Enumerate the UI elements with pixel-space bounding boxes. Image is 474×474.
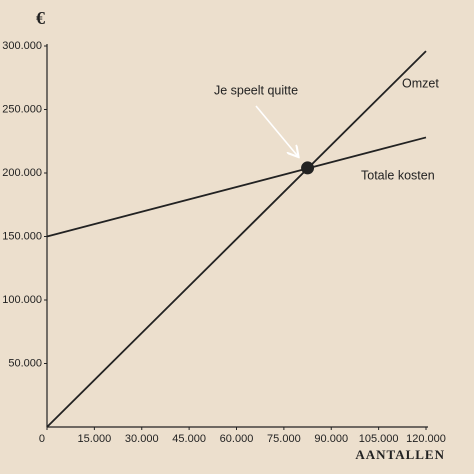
x-tick-label: 75.000 [267, 433, 301, 445]
series-label: Omzet [402, 76, 439, 90]
y-tick-label: 150.000 [2, 230, 42, 242]
x-tick-label: 15.000 [78, 433, 112, 445]
y-tick-label: 200.000 [2, 167, 42, 179]
series-line [46, 136, 427, 238]
y-tick-label: 250.000 [2, 103, 42, 115]
x-tick-label: 0 [39, 433, 45, 445]
y-axis-label: € [36, 8, 45, 28]
annotation-text: Je speelt quitte [214, 83, 298, 97]
x-axis-label: AANTALLEN [355, 447, 445, 462]
x-tick-label: 60.000 [220, 433, 254, 445]
x-tick-label: 30.000 [125, 433, 159, 445]
x-tick-label: 105.000 [359, 433, 399, 445]
x-tick-label: 90.000 [314, 433, 348, 445]
series-label: Totale kosten [361, 168, 435, 182]
x-tick-label: 45.000 [172, 433, 206, 445]
y-tick-label: 300.000 [2, 40, 42, 52]
series-line [46, 50, 427, 428]
y-tick-label: 50.000 [8, 357, 42, 369]
annotation-arrow [255, 105, 298, 156]
x-tick-label: 120.000 [406, 433, 446, 445]
y-tick-label: 100.000 [2, 294, 42, 306]
break-even-point [301, 161, 315, 175]
